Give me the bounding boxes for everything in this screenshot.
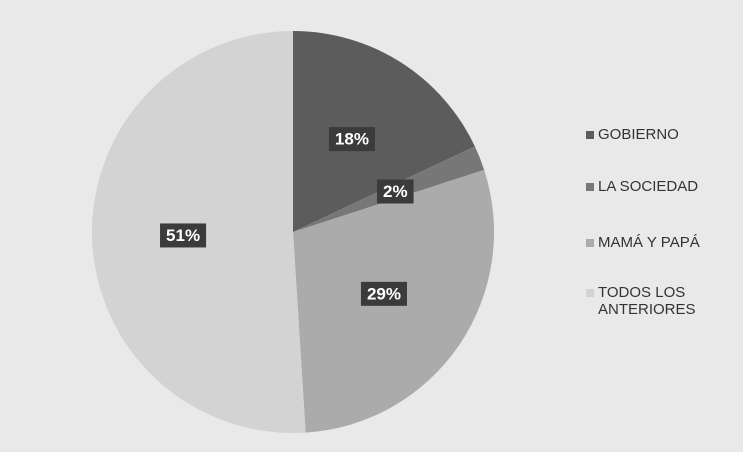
legend-item: MAMÁ Y PAPÁ (586, 234, 726, 251)
legend-marker (586, 239, 594, 247)
data-label-box (160, 223, 207, 248)
data-label: 2% (383, 182, 408, 201)
data-label: 18% (335, 130, 369, 149)
legend-label: MAMÁ Y PAPÁ (598, 234, 700, 251)
legend: GOBIERNO LA SOCIEDAD MAMÁ Y PAPÁ TODOS LOS … (586, 126, 736, 346)
legend-label: LA SOCIEDAD (598, 178, 699, 195)
data-label: 29% (367, 284, 401, 303)
pie-slice (293, 31, 475, 232)
legend-label: GOBIERNO (598, 126, 679, 143)
legend-item: TODOS LOS ANTERIORES (586, 284, 726, 318)
legend-marker (586, 131, 594, 139)
legend-marker (586, 289, 594, 297)
data-label-group: 51% (160, 223, 207, 248)
legend-label: TODOS LOS ANTERIORES (598, 284, 696, 318)
legend-item: GOBIERNO (586, 126, 726, 143)
data-label: 51% (166, 226, 200, 245)
data-label-box (376, 179, 414, 204)
data-label-group: 2% (376, 179, 414, 204)
data-label-group: 29% (360, 281, 407, 306)
legend-item: LA SOCIEDAD (586, 178, 726, 195)
data-label-box (328, 127, 375, 152)
data-label-box (360, 281, 407, 306)
legend-marker (586, 183, 594, 191)
data-label-group: 18% (328, 127, 375, 152)
